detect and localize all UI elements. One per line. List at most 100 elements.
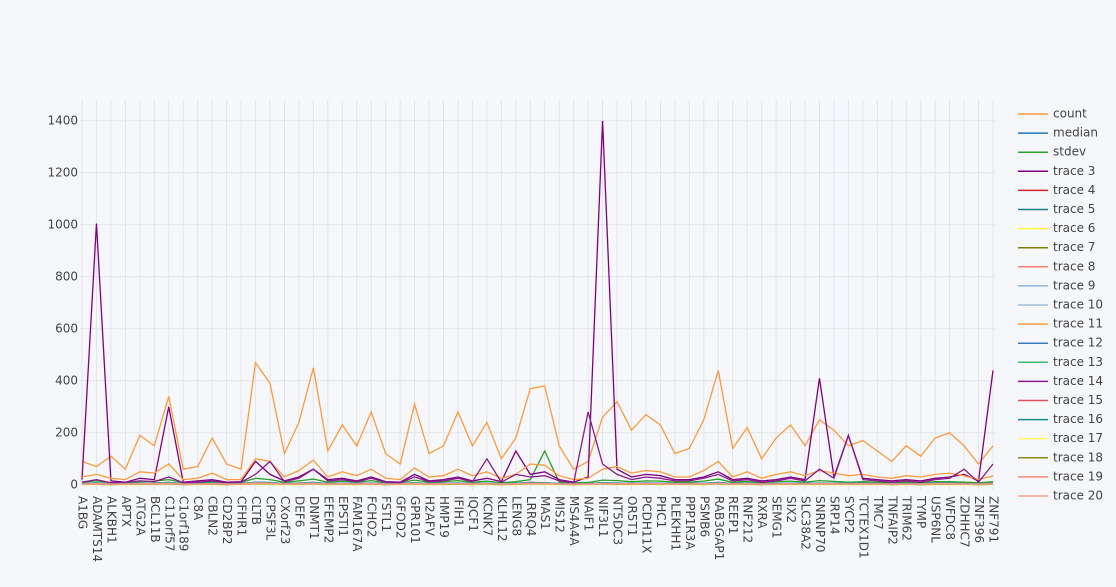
legend-label: trace 7 xyxy=(1053,240,1095,254)
x-tick-label: C8A xyxy=(191,496,205,521)
legend-item: trace 13 xyxy=(1018,355,1103,369)
legend-item: trace 11 xyxy=(1018,317,1103,331)
x-tick-label: ZNF791 xyxy=(987,496,1001,543)
series-line xyxy=(81,360,994,471)
legend-label: trace 8 xyxy=(1053,259,1095,273)
x-tick-label: USP6NL xyxy=(929,496,943,543)
y-tick-label: 400 xyxy=(55,373,78,387)
series-line xyxy=(81,120,994,483)
y-tick-label: 600 xyxy=(55,321,78,335)
legend-item: trace 5 xyxy=(1018,202,1095,216)
x-tick-label: EPSTI1 xyxy=(336,496,350,537)
legend-item: trace 4 xyxy=(1018,183,1095,197)
x-tick-label: ZNF396 xyxy=(972,496,986,543)
series-line xyxy=(81,458,994,481)
legend-item: trace 19 xyxy=(1018,469,1103,483)
x-tick-label: FSTL1 xyxy=(379,496,393,532)
legend-item: trace 3 xyxy=(1018,164,1095,178)
legend-label: trace 11 xyxy=(1053,317,1103,331)
legend-item: trace 7 xyxy=(1018,240,1095,254)
legend-item: median xyxy=(1018,126,1098,140)
legend-label: median xyxy=(1053,126,1098,140)
legend-label: trace 20 xyxy=(1053,489,1103,503)
series-line xyxy=(81,449,994,484)
y-tick-label: 800 xyxy=(55,269,78,283)
legend-label: trace 19 xyxy=(1053,469,1103,483)
x-tick-label: GFOD2 xyxy=(394,496,408,539)
x-tick-label: NT5DC3 xyxy=(611,496,625,545)
x-tick-label: SYCP2 xyxy=(842,496,856,534)
x-tick-label: CD2BP2 xyxy=(220,496,234,544)
legend-label: trace 14 xyxy=(1053,374,1103,388)
legend-item: trace 9 xyxy=(1018,278,1095,292)
x-tick-label: H2AFV xyxy=(423,496,437,537)
legend-item: trace 8 xyxy=(1018,259,1095,273)
x-tick-label: C1orf189 xyxy=(177,496,191,551)
x-tick-label: REEP1 xyxy=(726,496,740,534)
legend-label: trace 16 xyxy=(1053,412,1103,426)
legend-item: count xyxy=(1018,107,1087,121)
x-tick-label: ALKBH1 xyxy=(104,496,118,544)
series-line xyxy=(81,411,994,484)
x-tick-label: CFHR1 xyxy=(235,496,249,536)
x-tick-label: GPR101 xyxy=(408,496,422,544)
x-tick-label: TNFAIP2 xyxy=(885,495,899,545)
x-tick-label: RXRA xyxy=(755,496,769,529)
legend-item: trace 10 xyxy=(1018,298,1103,312)
legend-item: trace 15 xyxy=(1018,393,1103,407)
x-tick-label: BCL11B xyxy=(148,496,162,543)
x-tick-label: SRP14 xyxy=(827,496,841,534)
x-tick-label: MS4A4A xyxy=(567,496,581,546)
x-tick-label: PSMB6 xyxy=(697,496,711,537)
x-tick-label: PPP1R3A xyxy=(683,496,697,550)
x-tick-label: OR5T1 xyxy=(625,496,639,536)
x-tick-label: LRRQ4 xyxy=(524,496,538,536)
x-tick-label: MAS1 xyxy=(538,496,552,530)
x-tick-label: EFEMP2 xyxy=(321,496,335,543)
x-tick-label: NAIF1 xyxy=(582,496,596,531)
x-tick-label: DNMT1 xyxy=(307,496,321,540)
legend-label: trace 9 xyxy=(1053,278,1095,292)
x-tick-label: TYMP xyxy=(914,495,928,528)
legend-label: stdev xyxy=(1053,145,1086,159)
y-tick-label: 200 xyxy=(55,425,78,439)
legend-label: trace 10 xyxy=(1053,298,1103,312)
x-tick-label: TRIM62 xyxy=(900,495,914,541)
x-tick-label: APTX xyxy=(119,496,133,527)
x-tick-label: RAB3GAP1 xyxy=(712,496,726,560)
x-tick-label: PLEKHH1 xyxy=(668,496,682,551)
legend-label: trace 5 xyxy=(1053,202,1095,216)
legend-label: trace 18 xyxy=(1053,450,1103,464)
legend-item: trace 16 xyxy=(1018,412,1103,426)
x-tick-label: LENG8 xyxy=(509,496,523,536)
legend-label: trace 15 xyxy=(1053,393,1103,407)
x-tick-label: NIF3L1 xyxy=(596,496,610,537)
x-tick-label: SIX2 xyxy=(784,496,798,523)
legend-label: count xyxy=(1053,107,1087,121)
x-tick-label: KLHL12 xyxy=(495,496,509,542)
x-tick-label: TCTEX1D1 xyxy=(856,495,870,559)
legend-label: trace 3 xyxy=(1053,164,1095,178)
legend-label: trace 17 xyxy=(1053,431,1103,445)
x-tick-label: ADAMTS14 xyxy=(90,496,104,562)
legend-item: trace 6 xyxy=(1018,221,1095,235)
x-tick-label: IFIH1 xyxy=(451,496,465,527)
x-tick-label: DEF6 xyxy=(292,496,306,527)
y-tick-label: 1200 xyxy=(47,165,78,179)
x-tick-label: WFDC8 xyxy=(943,496,957,540)
x-tick-label: CBLN2 xyxy=(206,496,220,536)
legend-item: trace 17 xyxy=(1018,431,1103,445)
x-tick-label: MIS12 xyxy=(553,496,567,533)
legend-label: trace 13 xyxy=(1053,355,1103,369)
x-tick-label: RNF212 xyxy=(741,496,755,543)
x-tick-label: HMP19 xyxy=(437,496,451,538)
series-line xyxy=(81,483,994,485)
x-tick-label: TMC7 xyxy=(871,495,885,530)
y-tick-label: 1000 xyxy=(47,217,78,231)
x-tick-label: PHC1 xyxy=(654,496,668,528)
x-tick-label: SEMG1 xyxy=(770,496,784,539)
x-tick-label: FCHO2 xyxy=(365,496,379,537)
legend-label: trace 12 xyxy=(1053,336,1103,350)
x-tick-label: CLTB xyxy=(249,496,263,525)
